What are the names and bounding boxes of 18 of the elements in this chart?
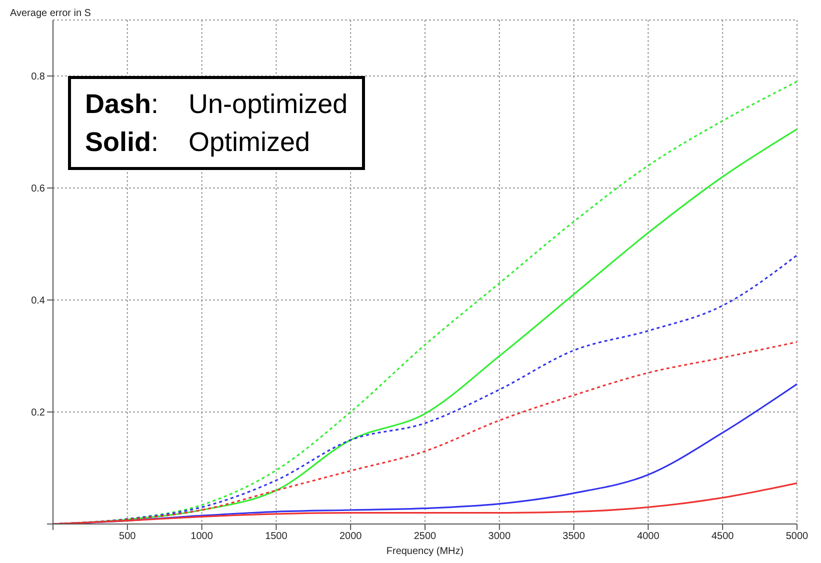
x-tick-label: 4000 (637, 531, 660, 542)
x-tick-label: 500 (119, 531, 136, 542)
x-tick-label: 1000 (190, 531, 214, 542)
x-tick-label: 5000 (786, 531, 809, 542)
x-tick-label: 2500 (414, 531, 437, 542)
x-tick-label: 4500 (711, 531, 734, 542)
annotation: Solid: Optimized (85, 127, 310, 157)
y-tick-label: 0.2 (31, 408, 46, 419)
x-tick-label: 3000 (488, 531, 511, 542)
x-tick-label: 1500 (265, 531, 288, 542)
x-tick-label: 2000 (339, 531, 362, 542)
y-tick-label: 0.8 (31, 72, 46, 83)
y-tick-label: 0.4 (31, 296, 46, 307)
y-tick-label: 0.6 (31, 184, 46, 195)
x-tick-label: 3500 (562, 531, 586, 542)
y-axis-title: Average error in S (10, 8, 91, 19)
x-axis-title: Frequency (MHz) (386, 546, 464, 557)
annotation: Dash: Un-optimized (85, 89, 348, 119)
